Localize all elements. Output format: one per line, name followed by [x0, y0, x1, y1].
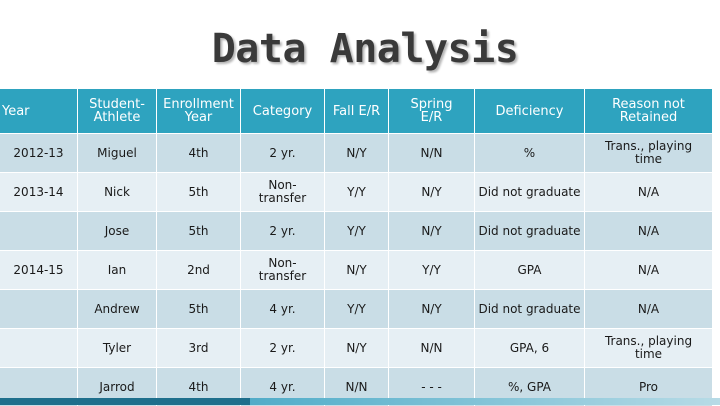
cell-year: 2012-13 — [0, 133, 78, 172]
table-row: 2014-15 Ian 2nd Non-transfer N/Y Y/Y GPA N/A — [0, 250, 712, 289]
cell-student-athlete: Miguel — [78, 133, 157, 172]
cell-category: Non-transfer — [241, 250, 325, 289]
table-header-row: Year Student- Athlete Enrollment Year Cate… — [0, 89, 712, 133]
table-body: 2012-13 Miguel 4th 2 yr. N/Y N/N% Trans., play… — [0, 133, 712, 406]
bottom-accent-bar — [0, 398, 720, 405]
cell-year — [0, 289, 78, 328]
cell-reason-not-retained: Trans., playing time — [585, 133, 712, 172]
cell-category: 2 yr. — [241, 133, 325, 172]
cell-spring-er: N/N — [389, 133, 475, 172]
header-student-athlete: Student- Athlete — [78, 89, 157, 133]
cell-fall-er: Y/Y — [325, 289, 389, 328]
cell-spring-er: Y/Y — [389, 250, 475, 289]
header-category: Category — [241, 89, 325, 133]
cell-deficiency: Did not graduate — [475, 211, 585, 250]
cell-category: 2 yr. — [241, 328, 325, 367]
cell-reason-not-retained: N/A — [585, 211, 712, 250]
header-deficiency: Deficiency — [475, 89, 585, 133]
cell-enrollment-year: 2nd — [157, 250, 241, 289]
cell-enrollment-year: 5th — [157, 172, 241, 211]
cell-deficiency: GPA, 6 — [475, 328, 585, 367]
cell-year — [0, 328, 78, 367]
cell-year — [0, 211, 78, 250]
cell-fall-er: Y/Y — [325, 211, 389, 250]
cell-category: Non-transfer — [241, 172, 325, 211]
cell-enrollment-year: 5th — [157, 289, 241, 328]
table-row: 2012-13 Miguel 4th 2 yr. N/Y N/N% Trans., play… — [0, 133, 712, 172]
cell-fall-er: Y/Y — [325, 172, 389, 211]
cell-year: 2013-14 — [0, 172, 78, 211]
cell-student-athlete: Ian — [78, 250, 157, 289]
cell-fall-er: N/Y — [325, 133, 389, 172]
cell-deficiency: % — [475, 133, 585, 172]
data-table: Year Student- Athlete Enrollment Year Cate… — [0, 89, 712, 406]
cell-reason-not-retained: Trans., playing time — [585, 328, 712, 367]
table-row: Andrew 5th 4 yr. Y/Y N/Y Did not graduate N/A — [0, 289, 712, 328]
cell-spring-er: N/Y — [389, 211, 475, 250]
cell-reason-not-retained: N/A — [585, 172, 712, 211]
cell-reason-not-retained: N/A — [585, 289, 712, 328]
table-row: Tyler 3rd 2 yr. N/Y N/N GPA, 6 Trans., playing… — [0, 328, 712, 367]
table-row: Jarrod 4th 4 yr. N/N - - -%, GPA Pro — [0, 367, 712, 406]
bottom-accent-dark — [0, 398, 250, 405]
cell-spring-er: N/Y — [389, 172, 475, 211]
cell-fall-er: N/Y — [325, 250, 389, 289]
header-reason-not-retained: Reason not Retained — [585, 89, 712, 133]
cell-deficiency: GPA — [475, 250, 585, 289]
cell-enrollment-year: 4th — [157, 133, 241, 172]
cell-student-athlete: Tyler — [78, 328, 157, 367]
cell-category: 2 yr. — [241, 211, 325, 250]
cell-enrollment-year: 5th — [157, 211, 241, 250]
page-title: Data Analysis — [211, 26, 519, 72]
cell-enrollment-year: 3rd — [157, 328, 241, 367]
cell-deficiency: Did not graduate — [475, 289, 585, 328]
header-spring-er: Spring E/R — [389, 89, 475, 133]
cell-deficiency: Did not graduate — [475, 172, 585, 211]
cell-spring-er: N/N — [389, 328, 475, 367]
header-enrollment-year: Enrollment Year — [157, 89, 241, 133]
cell-student-athlete: Jose — [78, 211, 157, 250]
cell-student-athlete: Nick — [78, 172, 157, 211]
cell-year: 2014-15 — [0, 250, 78, 289]
header-fall-er: Fall E/R — [325, 89, 389, 133]
cell-category: 4 yr. — [241, 289, 325, 328]
table-row: 2013-14 Nick 5th Non-transfer Y/Y N/Y Did not … — [0, 172, 712, 211]
table-row: Jose 5th 2 yr. Y/Y N/Y Did not graduate N/A — [0, 211, 712, 250]
cell-spring-er: N/Y — [389, 289, 475, 328]
header-year: Year — [0, 89, 78, 133]
cell-student-athlete: Andrew — [78, 289, 157, 328]
cell-fall-er: N/Y — [325, 328, 389, 367]
cell-reason-not-retained: N/A — [585, 250, 712, 289]
